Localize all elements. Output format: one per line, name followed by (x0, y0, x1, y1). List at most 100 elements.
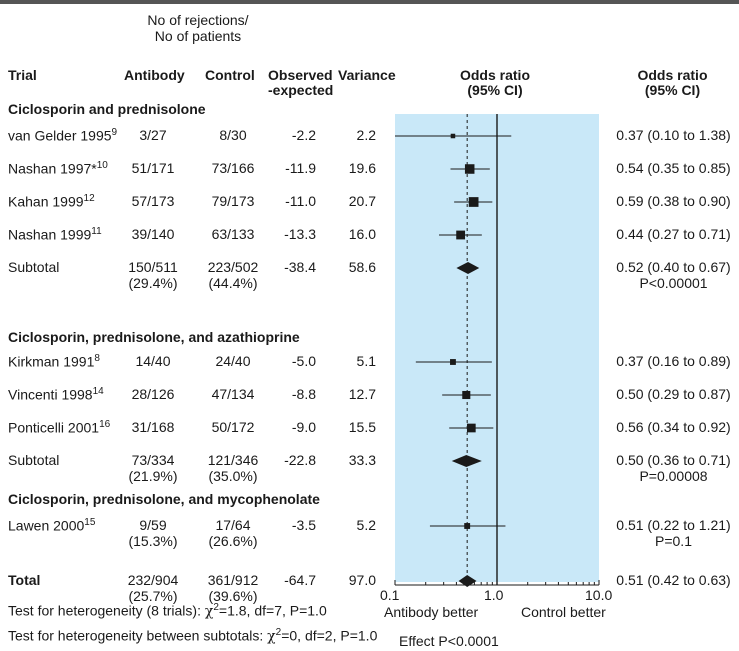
trial-name: Lawen 200015 (8, 517, 95, 534)
subtotal-label: Subtotal (8, 452, 60, 468)
heterogeneity-test-subtotals: Test for heterogeneity between subtotals… (8, 627, 378, 645)
x-tick-label: 0.1 (380, 587, 400, 603)
control-count: 121/346 (207, 452, 259, 468)
observed-expected: -9.0 (291, 419, 316, 435)
variance-value: 5.1 (356, 353, 376, 369)
antibody-count: 73/334 (131, 452, 175, 468)
control-percent: (44.4%) (208, 275, 258, 291)
odds-ratio-text: 0.51 (0.42 to 0.63) (616, 572, 731, 588)
observed-expected: -5.0 (291, 353, 316, 369)
odds-ratio-square (466, 423, 476, 433)
odds-ratio-text: 0.50 (0.36 to 0.71) (616, 452, 731, 468)
trial-name-text: van Gelder 1995 (8, 127, 112, 144)
odds-ratio-text: 0.44 (0.27 to 0.71) (616, 226, 731, 242)
observed-expected: -38.4 (284, 259, 316, 275)
observed-expected: -11.9 (285, 160, 316, 176)
odds-ratio-text-header: Odds ratio (637, 67, 708, 83)
observed-expected: -2.2 (291, 127, 316, 143)
trial-name: Ponticelli 200116 (8, 419, 110, 436)
control-percent: (35.0%) (208, 468, 258, 484)
antibody-percent: (15.3%) (128, 533, 178, 549)
trial-reference: 14 (92, 386, 104, 397)
odds-ratio-text: 0.50 (0.29 to 0.87) (616, 386, 731, 402)
odds-ratio-square (450, 359, 456, 365)
trial-name-text: Nashan 1997* (8, 160, 97, 177)
control-count: 63/133 (211, 226, 255, 242)
ci-text-header: (95% CI) (644, 82, 701, 98)
trial-name: Nashan 199911 (8, 226, 102, 243)
top-rule (0, 0, 739, 4)
trial-reference: 8 (94, 353, 100, 364)
trial-reference: 9 (111, 127, 118, 138)
section-title: Ciclosporin, prednisolone, and mycopheno… (8, 491, 320, 507)
variance-value: 16.0 (348, 226, 376, 242)
odds-ratio-text: 0.54 (0.35 to 0.85) (616, 160, 731, 176)
trial-reference: 16 (99, 419, 111, 430)
control-count: 223/502 (207, 259, 259, 275)
control-percent: (26.6%) (208, 533, 258, 549)
control-percent: (39.6%) (208, 588, 258, 604)
antibody-percent: (21.9%) (128, 468, 178, 484)
variance-value: 19.6 (348, 160, 376, 176)
variance-value: 58.6 (348, 259, 376, 275)
x-tick-label: 10.0 (585, 587, 613, 603)
trial-name-text: Lawen 2000 (8, 517, 85, 534)
odds-ratio-text: 0.51 (0.22 to 1.21) (616, 517, 731, 533)
control-count: 50/172 (211, 419, 255, 435)
subtotal-diamond (458, 575, 477, 587)
x-tick-label: 1.0 (484, 587, 504, 603)
odds-ratio-text: 0.56 (0.34 to 0.92) (616, 419, 731, 435)
odds-ratio-square (462, 390, 471, 400)
section-title: Ciclosporin and prednisolone (8, 101, 206, 117)
antibody-percent: (25.7%) (128, 588, 178, 604)
variance-value: 2.2 (356, 127, 376, 143)
antibody-count: 31/168 (131, 419, 175, 435)
trial-name-text: Nashan 1999 (8, 226, 92, 243)
control-better-label: Control better (521, 604, 606, 620)
odds-ratio-text: 0.37 (0.10 to 1.38) (616, 127, 731, 143)
odds-ratio-square (464, 164, 475, 174)
odds-ratio-square (456, 230, 466, 240)
antibody-better-label: Antibody better (384, 604, 479, 620)
ci-plot-header: (95% CI) (467, 82, 523, 98)
subtotal-diamond (456, 262, 480, 274)
trial-name: Kahan 199912 (8, 193, 95, 210)
heterogeneity-test-trials: Test for heterogeneity (8 trials): χ2=1.… (8, 602, 327, 620)
odds-ratio-text: 0.52 (0.40 to 0.67) (616, 259, 731, 275)
antibody-count: 3/27 (139, 127, 167, 143)
p-value: P<0.00001 (639, 275, 708, 291)
group-header-line1: No of rejections/ (147, 12, 249, 28)
variance-header: Variance (338, 67, 396, 83)
antibody-count: 9/59 (139, 517, 167, 533)
odds-ratio-square (468, 197, 479, 207)
control-count: 17/64 (215, 517, 251, 533)
variance-value: 5.2 (356, 517, 376, 533)
odds-ratio-square (450, 133, 456, 139)
variance-value: 20.7 (348, 193, 376, 209)
variance-value: 33.3 (348, 452, 376, 468)
expected-header: -expected (268, 82, 334, 98)
antibody-count: 232/904 (127, 572, 179, 588)
section-title: Ciclosporin, prednisolone, and azathiopr… (8, 329, 300, 345)
control-count: 73/166 (211, 160, 255, 176)
antibody-count: 51/171 (131, 160, 175, 176)
group-header-line2: No of patients (154, 28, 242, 44)
observed-expected: -3.5 (291, 517, 316, 533)
trial-reference: 12 (83, 193, 95, 204)
trial-reference: 10 (96, 160, 108, 171)
trial-name: van Gelder 19959 (8, 127, 117, 144)
variance-value: 15.5 (348, 419, 376, 435)
odds-ratio-square (464, 523, 471, 529)
observed-expected: -11.0 (285, 193, 316, 209)
trial-name-text: Kirkman 1991 (8, 353, 95, 370)
observed-header: Observed (268, 67, 333, 83)
antibody-header: Antibody (124, 67, 185, 83)
variance-value: 12.7 (348, 386, 376, 402)
antibody-count: 39/140 (131, 226, 175, 242)
antibody-percent: (29.4%) (128, 275, 178, 291)
trial-name: Vincenti 199814 (8, 386, 104, 403)
observed-expected: -22.8 (284, 452, 316, 468)
antibody-count: 28/126 (131, 386, 175, 402)
trial-name-text: Vincenti 1998 (8, 386, 93, 403)
